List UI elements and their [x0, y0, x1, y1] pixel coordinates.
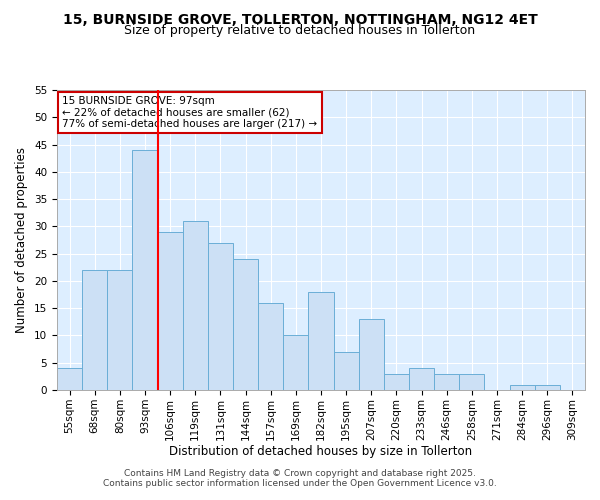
Y-axis label: Number of detached properties: Number of detached properties [16, 147, 28, 333]
Bar [208, 242, 233, 390]
Text: Contains public sector information licensed under the Open Government Licence v3: Contains public sector information licen… [103, 478, 497, 488]
Bar [334, 352, 359, 390]
Text: Contains HM Land Registry data © Crown copyright and database right 2025.: Contains HM Land Registry data © Crown c… [124, 470, 476, 478]
Bar [359, 319, 384, 390]
X-axis label: Distribution of detached houses by size in Tollerton: Distribution of detached houses by size … [169, 446, 473, 458]
Bar [82, 270, 107, 390]
Bar [535, 384, 560, 390]
Bar [459, 374, 484, 390]
Bar [434, 374, 459, 390]
Bar [308, 292, 334, 390]
Text: 15, BURNSIDE GROVE, TOLLERTON, NOTTINGHAM, NG12 4ET: 15, BURNSIDE GROVE, TOLLERTON, NOTTINGHA… [62, 12, 538, 26]
Bar [409, 368, 434, 390]
Bar [183, 221, 208, 390]
Text: Size of property relative to detached houses in Tollerton: Size of property relative to detached ho… [124, 24, 476, 37]
Bar [384, 374, 409, 390]
Text: 15 BURNSIDE GROVE: 97sqm
← 22% of detached houses are smaller (62)
77% of semi-d: 15 BURNSIDE GROVE: 97sqm ← 22% of detach… [62, 96, 317, 129]
Bar [158, 232, 183, 390]
Bar [258, 302, 283, 390]
Bar [509, 384, 535, 390]
Bar [133, 150, 158, 390]
Bar [107, 270, 133, 390]
Bar [57, 368, 82, 390]
Bar [233, 259, 258, 390]
Bar [283, 336, 308, 390]
